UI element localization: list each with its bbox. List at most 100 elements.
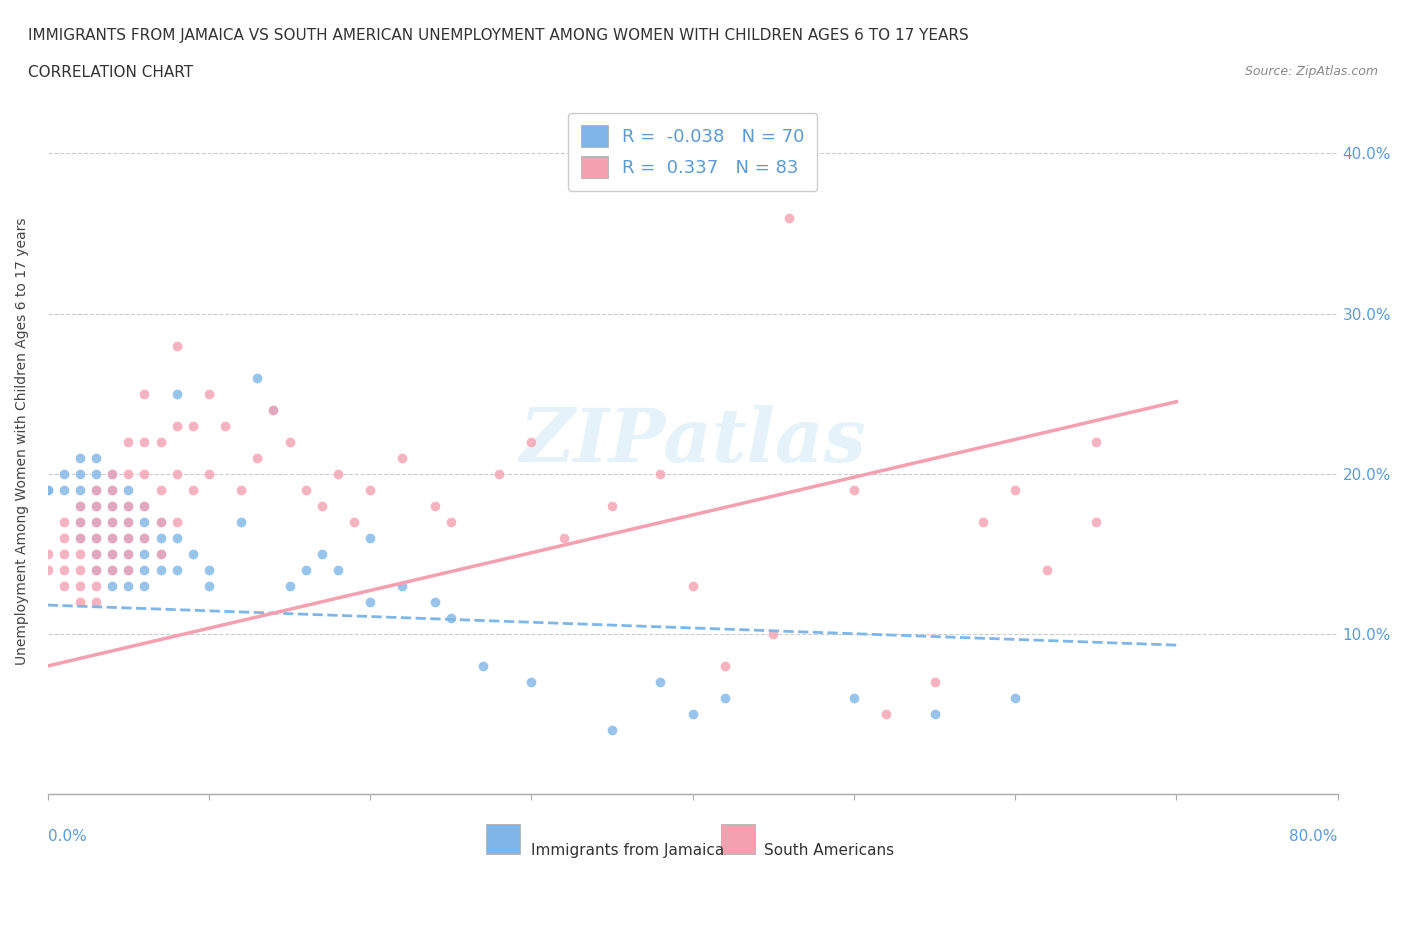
Point [101,530,124,545]
Point [117,530,139,545]
Point [84,498,107,513]
Point [69,450,91,465]
Point [924,674,946,689]
Point [214,418,236,433]
Text: 80.0%: 80.0% [1289,830,1337,844]
Point [101,466,124,481]
Point [488,466,510,481]
Point [166,418,188,433]
Text: Source: ZipAtlas.com: Source: ZipAtlas.com [1244,65,1378,78]
Point [69,514,91,529]
Point [972,514,994,529]
Point [101,547,124,562]
Point [84,466,107,481]
Point [84,514,107,529]
Point [246,370,269,385]
Point [52,530,75,545]
Point [778,210,800,225]
Point [101,498,124,513]
Point [101,483,124,498]
Point [134,563,156,578]
Point [149,483,172,498]
Point [181,547,204,562]
FancyBboxPatch shape [486,824,520,854]
Point [101,530,124,545]
Point [326,563,349,578]
Point [37,563,59,578]
Point [101,563,124,578]
Point [117,498,139,513]
Point [84,498,107,513]
Y-axis label: Unemployment Among Women with Children Ages 6 to 17 years: Unemployment Among Women with Children A… [15,218,30,666]
Text: IMMIGRANTS FROM JAMAICA VS SOUTH AMERICAN UNEMPLOYMENT AMONG WOMEN WITH CHILDREN: IMMIGRANTS FROM JAMAICA VS SOUTH AMERICA… [28,28,969,43]
Point [842,483,865,498]
Point [1084,514,1107,529]
Point [84,483,107,498]
Point [134,466,156,481]
Point [134,498,156,513]
Point [101,563,124,578]
Point [101,578,124,593]
Point [69,547,91,562]
Point [278,434,301,449]
Point [134,386,156,401]
Point [117,563,139,578]
Point [134,514,156,529]
Point [359,483,381,498]
Point [682,578,704,593]
Point [84,547,107,562]
Point [875,707,897,722]
Point [149,514,172,529]
Point [423,498,446,513]
Point [117,514,139,529]
Point [166,339,188,353]
Point [1036,563,1059,578]
Point [69,498,91,513]
Point [842,691,865,706]
Point [440,610,463,625]
Point [263,403,285,418]
Point [198,386,221,401]
Point [311,498,333,513]
Point [343,514,366,529]
Text: 0.0%: 0.0% [48,830,87,844]
Point [149,530,172,545]
Point [52,466,75,481]
Point [84,530,107,545]
Point [1004,691,1026,706]
Legend: R =  -0.038   N = 70, R =  0.337   N = 83: R = -0.038 N = 70, R = 0.337 N = 83 [568,113,817,191]
Point [166,530,188,545]
Text: ZIPatlas: ZIPatlas [519,405,866,478]
Point [84,514,107,529]
Point [166,386,188,401]
Point [69,498,91,513]
Text: Immigrants from Jamaica: Immigrants from Jamaica [531,844,724,858]
Point [714,691,737,706]
Point [149,434,172,449]
Point [69,466,91,481]
Point [440,514,463,529]
Point [52,547,75,562]
Point [117,466,139,481]
FancyBboxPatch shape [721,824,755,854]
Text: CORRELATION CHART: CORRELATION CHART [28,65,193,80]
Point [714,658,737,673]
Point [117,498,139,513]
Point [600,498,623,513]
Point [84,563,107,578]
Point [294,563,316,578]
Point [52,563,75,578]
Point [101,483,124,498]
Point [423,594,446,609]
Point [391,450,413,465]
Point [924,707,946,722]
Point [101,514,124,529]
Point [69,594,91,609]
Point [101,547,124,562]
Point [69,530,91,545]
Point [198,578,221,593]
Point [117,547,139,562]
Point [84,483,107,498]
Point [650,466,672,481]
Point [166,466,188,481]
